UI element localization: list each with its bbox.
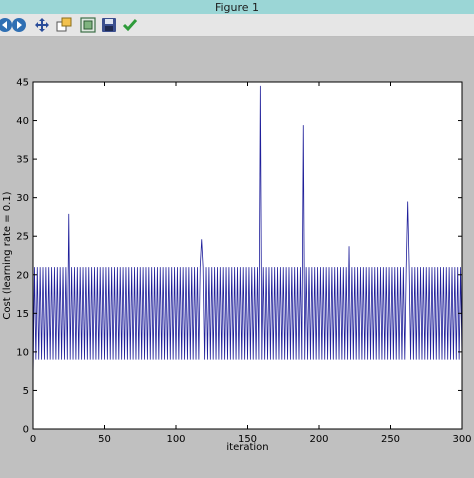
y-tick-label: 5 bbox=[23, 386, 29, 397]
x-axis-label: iteration bbox=[226, 442, 268, 453]
y-tick-label: 15 bbox=[16, 309, 29, 320]
window-title: Figure 1 bbox=[214, 0, 260, 14]
back-arrow-icon bbox=[0, 18, 12, 32]
pan-button[interactable] bbox=[33, 17, 51, 33]
edit-button[interactable] bbox=[121, 17, 139, 33]
pan-move-icon bbox=[35, 18, 49, 32]
back-button[interactable] bbox=[0, 17, 14, 33]
y-tick-label: 35 bbox=[16, 155, 29, 166]
y-tick-label: 40 bbox=[16, 116, 29, 127]
x-tick-label: 200 bbox=[309, 434, 328, 445]
x-tick-label: 150 bbox=[238, 434, 257, 445]
save-button[interactable] bbox=[100, 17, 118, 33]
y-axis-label: Cost (learning rate = 0.1) bbox=[2, 191, 13, 319]
toolbar bbox=[0, 14, 474, 37]
zoom-button[interactable] bbox=[55, 17, 73, 33]
y-tick-label: 45 bbox=[16, 78, 29, 89]
y-axis-ticks: 0 5 10 15 20 25 30 35 40 45 bbox=[16, 78, 462, 436]
forward-button[interactable] bbox=[10, 17, 28, 33]
y-tick-label: 0 bbox=[23, 425, 29, 436]
figure-canvas: 0 50 100 150 200 250 300 0 5 10 15 20 25 30 35 40 45 it… bbox=[0, 37, 474, 474]
line-chart: 0 50 100 150 200 250 300 0 5 10 15 20 25 30 35 40 45 it… bbox=[2, 78, 472, 454]
checkmark-icon bbox=[122, 19, 138, 32]
y-tick-label: 20 bbox=[16, 270, 29, 281]
window-titlebar: Figure 1 bbox=[0, 0, 474, 15]
x-tick-label: 100 bbox=[166, 434, 185, 445]
series-line bbox=[32, 85, 463, 379]
x-tick-label: 250 bbox=[381, 434, 400, 445]
configure-subplots-icon bbox=[80, 17, 96, 33]
zoom-rect-icon bbox=[56, 17, 72, 32]
x-tick-label: 0 bbox=[30, 434, 36, 445]
x-tick-label: 50 bbox=[98, 434, 111, 445]
floppy-disk-icon bbox=[102, 18, 116, 32]
y-tick-label: 25 bbox=[16, 232, 29, 243]
y-tick-label: 30 bbox=[16, 193, 29, 204]
subplots-button[interactable] bbox=[79, 17, 97, 33]
x-tick-label: 300 bbox=[452, 434, 471, 445]
forward-arrow-icon bbox=[12, 18, 26, 32]
y-tick-label: 10 bbox=[16, 347, 29, 358]
plot-area bbox=[33, 82, 462, 429]
x-axis-ticks: 0 50 100 150 200 250 300 bbox=[30, 82, 472, 445]
